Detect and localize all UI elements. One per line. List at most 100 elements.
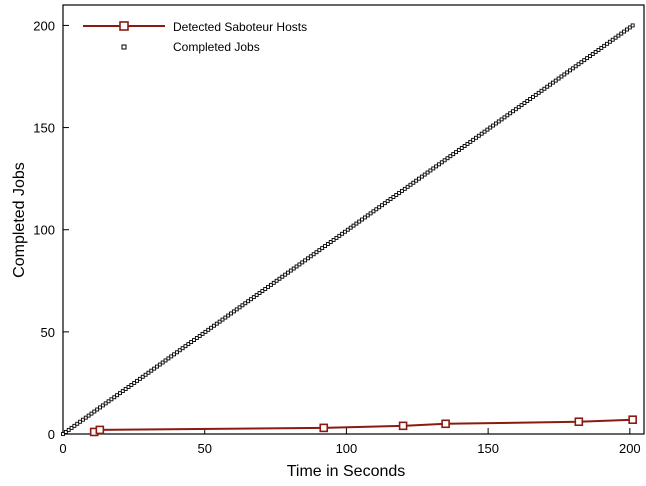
completed-jobs-point (331, 237, 336, 242)
completed-jobs-point (206, 327, 211, 332)
completed-jobs-point (115, 393, 120, 398)
completed-jobs-point (493, 121, 498, 126)
completed-jobs-point (126, 385, 131, 389)
x-axis-label: Time in Seconds (287, 463, 406, 480)
completed-jobs-point (297, 262, 302, 267)
completed-jobs-point (240, 303, 245, 308)
completed-jobs-point (268, 282, 273, 287)
completed-jobs-point (419, 174, 424, 179)
completed-jobs-point (354, 221, 359, 226)
x-tick-label: 100 (336, 441, 358, 456)
completed-jobs-point (428, 168, 433, 173)
completed-jobs-point (157, 362, 162, 367)
completed-jobs-point (146, 370, 151, 375)
x-tick-label: 150 (477, 441, 499, 456)
completed-jobs-point (545, 84, 550, 89)
completed-jobs-point (294, 264, 299, 269)
completed-jobs-point (582, 58, 587, 63)
x-axis-ticks: 0 50 100 150 200 (59, 428, 641, 456)
completed-jobs-point (562, 72, 567, 77)
completed-jobs-point (454, 150, 459, 155)
completed-jobs-point (143, 372, 148, 377)
completed-jobs-point (103, 401, 108, 406)
completed-jobs-point (531, 94, 535, 99)
completed-jobs-point (140, 374, 145, 379)
completed-jobs-point (476, 133, 481, 138)
completed-jobs-point (422, 172, 427, 177)
completed-jobs-point (303, 258, 308, 263)
completed-jobs-point (445, 156, 450, 161)
completed-jobs-point (474, 135, 478, 140)
completed-jobs-point (286, 270, 290, 275)
completed-jobs-point (152, 366, 157, 371)
x-tick-label: 50 (197, 441, 211, 456)
completed-jobs-point (548, 82, 553, 87)
completed-jobs-point (271, 280, 276, 285)
completed-jobs-point (183, 344, 188, 349)
completed-jobs-point (434, 164, 439, 169)
completed-jobs-point (587, 54, 592, 59)
completed-jobs-point (525, 99, 530, 103)
completed-jobs-point (223, 315, 228, 320)
completed-jobs-point (226, 313, 231, 318)
completed-jobs-point (80, 417, 85, 422)
detected-saboteur-hosts-point (574, 417, 584, 427)
completed-jobs-point (135, 378, 140, 383)
completed-jobs-point (565, 70, 570, 75)
completed-jobs-point (189, 340, 194, 345)
completed-jobs-point (605, 41, 609, 46)
completed-jobs-point (66, 427, 71, 432)
completed-jobs-point (417, 176, 421, 181)
completed-jobs-point (174, 350, 179, 355)
completed-jobs-point (137, 376, 142, 381)
completed-jobs-point (385, 199, 390, 204)
completed-jobs-point (522, 101, 527, 106)
completed-jobs-point (343, 229, 347, 234)
completed-jobs-point (166, 356, 171, 361)
detected-saboteur-hosts-point (95, 425, 105, 435)
y-tick-label: 100 (33, 223, 55, 238)
completed-jobs-point (491, 123, 496, 128)
completed-jobs-point (109, 397, 114, 402)
completed-jobs-point (132, 380, 137, 385)
completed-jobs-point (622, 29, 627, 34)
completed-jobs-point (229, 311, 234, 316)
completed-jobs-point (550, 80, 555, 85)
completed-jobs-point (362, 215, 367, 220)
completed-jobs-point (513, 107, 518, 112)
completed-jobs-point (368, 211, 373, 216)
completed-jobs-point (448, 154, 453, 159)
completed-jobs-point (149, 368, 154, 373)
completed-jobs-point (334, 235, 339, 240)
completed-jobs-point (559, 74, 564, 79)
y-tick-label: 0 (48, 427, 55, 442)
completed-jobs-point (306, 256, 310, 261)
completed-jobs-point (217, 319, 222, 324)
x-tick-label: 0 (59, 441, 66, 456)
completed-jobs-point (274, 278, 279, 283)
legend-hosts-label: Detected Saboteur Hosts (173, 20, 307, 34)
completed-jobs-point (277, 276, 282, 281)
completed-jobs-point (212, 323, 216, 328)
completed-jobs-point (325, 242, 330, 246)
completed-jobs-point (254, 293, 259, 298)
completed-jobs-point (556, 76, 561, 81)
completed-jobs-point (394, 193, 399, 197)
completed-jobs-point (283, 272, 288, 277)
completed-jobs-point (106, 399, 111, 404)
completed-jobs-point (542, 86, 547, 91)
completed-jobs-point (311, 252, 316, 257)
completed-jobs-point (308, 254, 313, 259)
completed-jobs-point (482, 129, 487, 134)
completed-jobs-point (602, 43, 607, 48)
completed-jobs-point (485, 127, 490, 132)
completed-jobs-point (337, 233, 342, 238)
completed-jobs-point (570, 66, 575, 71)
completed-jobs-point (360, 217, 365, 222)
completed-jobs-point (100, 403, 105, 408)
completed-jobs-point (456, 148, 461, 152)
completed-jobs-point (246, 299, 251, 304)
completed-jobs-point (98, 405, 102, 410)
completed-jobs-point (596, 47, 601, 52)
